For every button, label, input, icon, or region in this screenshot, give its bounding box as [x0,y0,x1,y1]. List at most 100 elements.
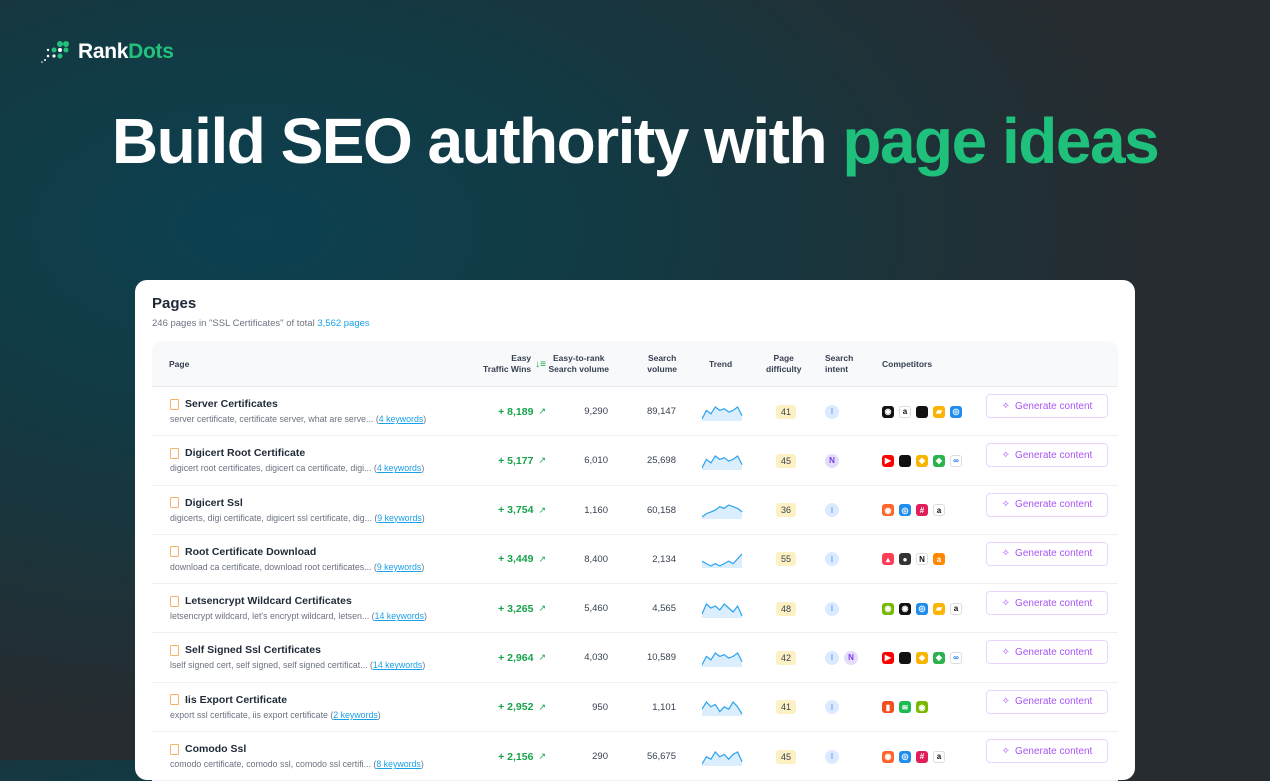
slack-icon[interactable]: # [916,750,928,763]
intercom-icon[interactable]: ◎ [916,602,928,615]
intercom-icon[interactable]: ◎ [950,405,962,418]
page-difficulty: 45 [776,732,797,781]
col-trend[interactable]: Trend [709,358,733,369]
airtable-icon[interactable]: ▰ [933,602,945,615]
trend-up-icon: ↗ [538,504,546,515]
airtable-icon[interactable]: ▰ [933,405,945,418]
meta-icon[interactable]: ∞ [950,651,962,664]
keywords-link[interactable]: 2 keywords [333,709,378,720]
page-difficulty: 41 [776,683,797,732]
keywords-link[interactable]: 4 keywords [376,463,422,474]
keywords-link[interactable]: 8 keywords [376,759,421,770]
keywords-link[interactable]: 14 keywords [374,611,424,622]
trend-area [702,652,742,667]
nvidia-icon[interactable]: ◉ [916,701,928,714]
col-competitors[interactable]: Competitors [882,358,933,369]
nvidia-icon[interactable]: ◉ [882,602,894,615]
apple-icon[interactable] [899,454,911,467]
sketch-icon[interactable]: ◆ [916,651,928,664]
easy-to-rank-volume: 1,160 [584,504,608,516]
table-row[interactable]: Self Signed Ssl Certificates lself signe… [152,633,1118,683]
youtube-icon[interactable]: ▶ [882,651,894,664]
slack-icon[interactable]: # [916,504,928,517]
keywords-text: letsencrypt wildcard, let's encrypt wild… [170,611,427,622]
keywords-link[interactable]: 14 keywords [372,660,423,671]
search-intent: I [825,387,844,436]
col-page[interactable]: Page [169,358,190,369]
trend-line [702,602,743,616]
page-difficulty: 42 [776,633,797,682]
page-name[interactable]: Server Certificates [170,398,278,410]
competitors: ◉ ◉ ◎ ▰ a [882,584,967,633]
meta-icon[interactable]: ∞ [950,454,962,467]
generate-content-button[interactable]: ✧ Generate content [986,591,1108,616]
easy-to-rank-volume: 8,400 [584,553,608,565]
col-search-intent[interactable]: Search intent [825,353,854,374]
feedly-icon[interactable]: ◆ [933,454,945,467]
github-icon[interactable]: ◉ [882,405,894,418]
circleci-icon[interactable]: ● [899,553,911,566]
amazon-icon[interactable]: a [933,750,945,763]
table-row[interactable]: Digicert Ssl digicerts, digi certificate… [152,486,1118,535]
total-pages-link[interactable]: 3,562 pages [317,318,370,329]
competitors: ◉ a ▰ ◎ [882,387,967,436]
keywords-link[interactable]: 9 keywords [376,561,422,572]
generate-content-button[interactable]: ✧ Generate content [986,394,1108,418]
col-page-difficulty[interactable]: Page difficulty [766,353,802,374]
trend-sparkline [702,436,744,485]
page-name[interactable]: Comodo Ssl [170,743,246,755]
table-row[interactable]: Digicert Root Certificate digicert root … [152,436,1118,486]
generate-content-button[interactable]: ✧ Generate content [986,541,1108,566]
semrush-icon[interactable]: ◉ [882,504,894,517]
keywords-link[interactable]: 9 keywords [377,512,422,523]
figma-icon[interactable]: ▮ [882,701,894,714]
semrush-icon[interactable]: ◉ [882,750,894,763]
feedly-icon[interactable]: ◆ [933,651,945,664]
apple-icon[interactable] [899,651,911,664]
apple-icon[interactable] [916,405,928,418]
generate-content-button[interactable]: ✧ Generate content [986,492,1108,517]
table-header: Page Easy Traffic Wins ↓≡ Easy-to-rank Sear… [152,341,1118,387]
sketch-icon[interactable]: ◆ [916,454,928,467]
page-name[interactable]: Iis Export Certificate [170,694,287,706]
col-easy-traffic-wins[interactable]: Easy Traffic Wins ↓≡ [483,353,546,374]
col-easy-to-rank[interactable]: Easy-to-rank Search volume [548,353,609,374]
page-name[interactable]: Self Signed Ssl Certificates [170,644,321,656]
sort-desc-icon[interactable]: ↓≡ [535,358,546,370]
page-name[interactable]: Root Certificate Download [170,546,316,558]
spotify-icon[interactable]: ≋ [899,701,911,714]
table-row[interactable]: Letsencrypt Wildcard Certificates letsen… [152,584,1118,634]
page-name[interactable]: Letsencrypt Wildcard Certificates [170,595,352,607]
youtube-icon[interactable]: ▶ [882,454,894,467]
intercom-icon[interactable]: ◎ [899,750,911,763]
panel-title: Pages [152,295,197,312]
generate-content-button[interactable]: ✧ Generate content [986,443,1108,468]
monday-icon[interactable]: ▴ [882,553,894,566]
competitors: ▶ ◆ ◆ ∞ [882,633,967,682]
amazon-icon[interactable]: a [950,602,962,615]
keywords-link[interactable]: 4 keywords [378,414,424,424]
github-icon[interactable]: ◉ [899,602,911,615]
sparkle-icon: ✧ [1001,449,1011,461]
notion-icon[interactable]: N [916,553,928,566]
generate-content-button[interactable]: ✧ Generate content [986,689,1108,714]
amazon-icon[interactable]: a [933,504,945,517]
intent-badge: I [825,552,839,567]
amazon-icon[interactable]: a [899,405,911,418]
easy-to-rank-volume: 5,460 [584,603,608,615]
table-row[interactable]: Server Certificates server certificate, … [152,387,1118,437]
table-row[interactable]: Root Certificate Download download ca ce… [152,535,1118,585]
trend-up-icon: ↗ [538,455,546,466]
search-volume: 89,147 [646,406,676,417]
page-name[interactable]: Digicert Root Certificate [170,447,305,459]
ahrefs-icon[interactable]: a [933,553,945,566]
sparkle-icon: ✧ [1001,696,1011,708]
table-row[interactable]: Comodo Ssl comodo certificate, comodo ss… [152,732,1118,781]
intercom-icon[interactable]: ◎ [899,504,911,517]
generate-content-button[interactable]: ✧ Generate content [986,640,1108,665]
table-row[interactable]: Iis Export Certificate export ssl certif… [152,683,1118,733]
page-name[interactable]: Digicert Ssl [170,497,243,509]
generate-content-button[interactable]: ✧ Generate content [986,739,1108,764]
col-search-volume[interactable]: Search volume [647,353,677,374]
page-difficulty: 45 [776,436,797,485]
